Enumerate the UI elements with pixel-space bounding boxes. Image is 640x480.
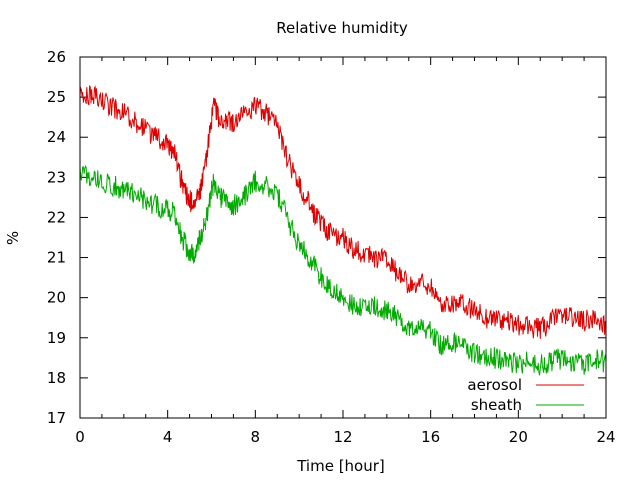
x-tick-label: 16 [421,428,440,446]
x-tick-label: 24 [596,428,615,446]
y-tick-label: 19 [47,329,66,347]
axes: 0 4 8 12 16 20 24 17 18 19 20 21 22 23 24 25 26 [47,48,616,446]
x-tick-label: 4 [163,428,173,446]
y-tick-label: 25 [47,88,66,106]
plot-frame [79,56,607,419]
y-tick-label: 17 [47,409,66,427]
y-tick-label: 23 [47,168,66,186]
series-line-sheath [79,164,607,376]
x-tick-label: 8 [251,428,261,446]
series-line-aerosol [79,85,607,339]
y-tick-label: 26 [47,48,66,66]
y-tick-label: 24 [47,128,66,146]
x-tick-label: 20 [509,428,528,446]
y-tick-label: 20 [47,289,66,307]
legend-label-aerosol: aerosol [467,376,522,394]
x-axis-label: Time [hour] [296,457,385,475]
x-tick-label: 0 [75,428,85,446]
chart-title: Relative humidity [276,19,408,37]
series-lines [79,85,607,376]
y-axis-label: % [4,231,22,245]
legend-label-sheath: sheath [471,396,522,414]
y-tick-label: 22 [47,208,66,226]
legend: aerosol sheath [467,376,584,414]
y-tick-label: 21 [47,249,66,267]
y-tick-label: 18 [47,369,66,387]
x-tick-label: 12 [333,428,352,446]
